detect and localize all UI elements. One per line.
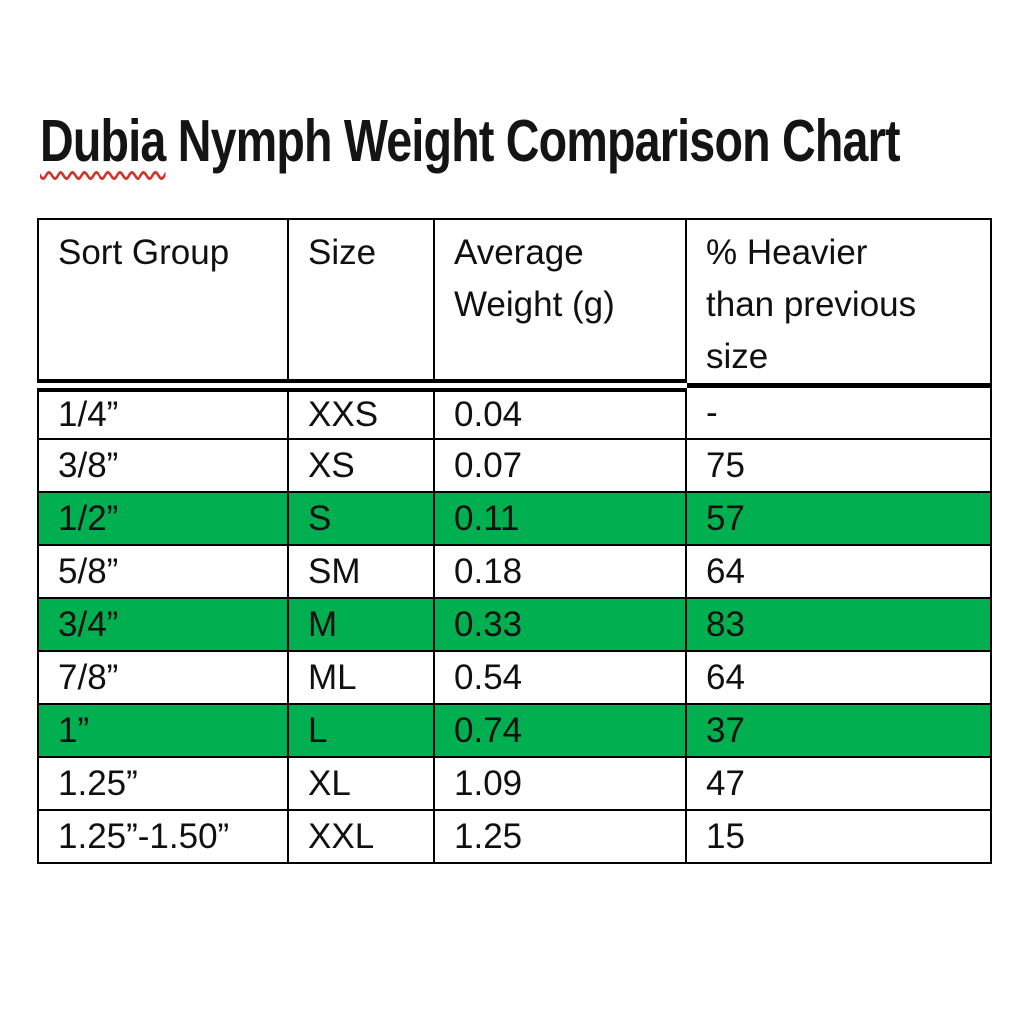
cell-size: XXS	[287, 384, 435, 440]
cell-size: XXL	[287, 808, 435, 864]
column-header-average-weight: Average Weight (g)	[433, 218, 687, 392]
table-row: 1.25” XL 1.09 47	[37, 755, 992, 811]
cell-pct-heavier: 64	[685, 543, 992, 599]
cell-sort-group: 1/2”	[37, 490, 289, 546]
weight-comparison-table: Sort Group Size Average Weight (g) % Hea…	[37, 218, 992, 864]
title-rest: Nymph Weight Comparison Chart	[165, 108, 901, 174]
cell-size: M	[287, 596, 435, 652]
cell-avg-weight: 0.04	[433, 384, 687, 440]
header-line: % Heavier	[706, 233, 868, 272]
table-row: 3/8” XS 0.07 75	[37, 437, 992, 493]
cell-pct-heavier: -	[685, 384, 992, 440]
cell-size: S	[287, 490, 435, 546]
table-header-row: Sort Group Size Average Weight (g) % Hea…	[37, 218, 992, 392]
page-title: Dubia Nymph Weight Comparison Chart	[40, 112, 901, 171]
table-row-highlighted: 1/2” S 0.11 57	[37, 490, 992, 546]
column-header-pct-heavier: % Heavier than previous size	[685, 218, 992, 388]
cell-avg-weight: 0.18	[433, 543, 687, 599]
table-row: 1/4” XXS 0.04 -	[37, 384, 992, 440]
header-line: than previous	[706, 285, 917, 324]
cell-sort-group: 1”	[37, 702, 289, 758]
cell-avg-weight: 1.09	[433, 755, 687, 811]
cell-avg-weight: 0.11	[433, 490, 687, 546]
cell-avg-weight: 0.07	[433, 437, 687, 493]
cell-sort-group: 3/4”	[37, 596, 289, 652]
header-line: size	[706, 337, 769, 376]
header-line: Sort Group	[58, 233, 230, 272]
cell-pct-heavier: 64	[685, 649, 992, 705]
table-row-highlighted: 1” L 0.74 37	[37, 702, 992, 758]
cell-sort-group: 7/8”	[37, 649, 289, 705]
header-line: Weight (g)	[454, 285, 615, 324]
column-header-size: Size	[287, 218, 435, 392]
table-row: 1.25”-1.50” XXL 1.25 15	[37, 808, 992, 864]
cell-size: XL	[287, 755, 435, 811]
cell-pct-heavier: 83	[685, 596, 992, 652]
cell-pct-heavier: 37	[685, 702, 992, 758]
cell-size: SM	[287, 543, 435, 599]
table-row-highlighted: 3/4” M 0.33 83	[37, 596, 992, 652]
cell-avg-weight: 0.74	[433, 702, 687, 758]
table-row: 7/8” ML 0.54 64	[37, 649, 992, 705]
cell-sort-group: 1.25”-1.50”	[37, 808, 289, 864]
cell-sort-group: 5/8”	[37, 543, 289, 599]
cell-pct-heavier: 15	[685, 808, 992, 864]
cell-sort-group: 1/4”	[37, 384, 289, 440]
cell-size: ML	[287, 649, 435, 705]
cell-sort-group: 3/8”	[37, 437, 289, 493]
cell-avg-weight: 0.54	[433, 649, 687, 705]
header-line: Size	[308, 233, 377, 272]
cell-pct-heavier: 47	[685, 755, 992, 811]
cell-avg-weight: 1.25	[433, 808, 687, 864]
header-line: Average	[454, 233, 584, 272]
column-header-sort-group: Sort Group	[37, 218, 289, 392]
cell-pct-heavier: 57	[685, 490, 992, 546]
cell-avg-weight: 0.33	[433, 596, 687, 652]
title-misspelled-word: Dubia	[40, 108, 166, 174]
cell-sort-group: 1.25”	[37, 755, 289, 811]
cell-size: L	[287, 702, 435, 758]
cell-size: XS	[287, 437, 435, 493]
table-row: 5/8” SM 0.18 64	[37, 543, 992, 599]
cell-pct-heavier: 75	[685, 437, 992, 493]
